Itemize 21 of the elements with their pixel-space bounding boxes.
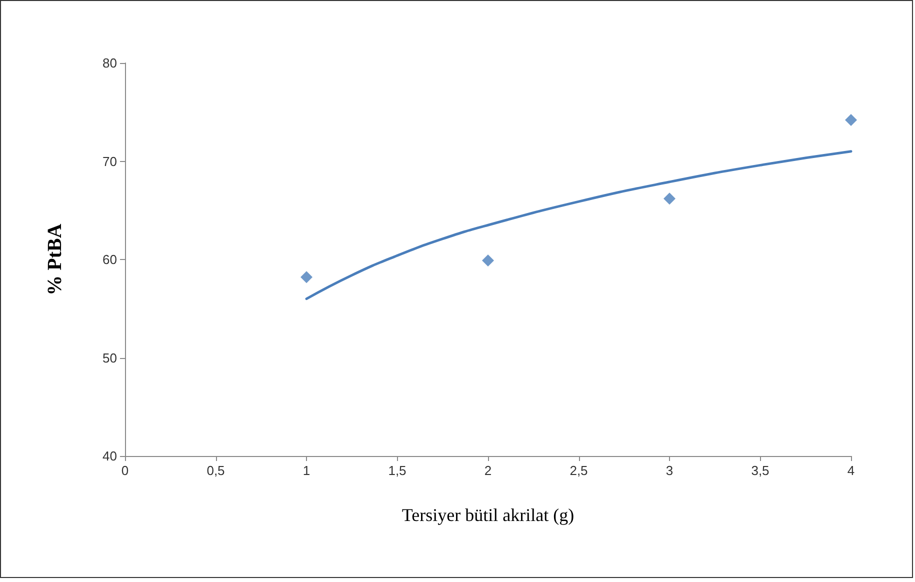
x-tick-label: 1 <box>302 463 310 478</box>
x-axis-title: Tersiyer bütil akrilat (g) <box>402 505 574 525</box>
x-tick-label: 0,5 <box>206 463 225 478</box>
x-tick-label: 2,5 <box>570 463 588 478</box>
x-tick-label: 0 <box>121 463 129 478</box>
point <box>482 254 494 266</box>
y-axis-title: % PtBA <box>44 223 66 296</box>
x-tick-label: 3,5 <box>751 463 770 478</box>
y-tick-label: 40 <box>102 448 117 464</box>
y-tick-label: 50 <box>102 350 117 366</box>
point <box>845 114 857 126</box>
x-tick-label: 2 <box>484 463 492 478</box>
point <box>664 192 676 205</box>
y-tick-label: 70 <box>102 154 117 169</box>
x-tick-label: 1,5 <box>388 463 406 478</box>
y-tick-label: 60 <box>102 252 117 267</box>
x-tick-label: 3 <box>666 463 674 478</box>
x-tick-label: 4 <box>847 463 855 478</box>
line-series <box>305 150 852 300</box>
y-tick-label: 80 <box>102 56 117 70</box>
point <box>300 271 312 284</box>
